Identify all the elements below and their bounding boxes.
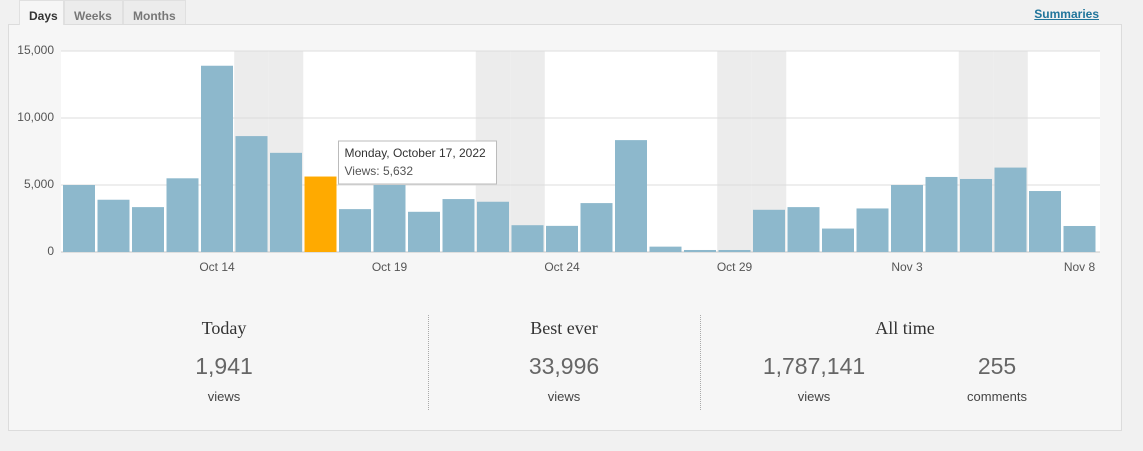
divider — [700, 315, 701, 410]
stat-title: All time — [875, 318, 935, 338]
tooltip-label: Views: 5,632 — [345, 164, 414, 178]
stat-title: Best ever — [530, 318, 598, 338]
bar[interactable] — [822, 228, 854, 252]
stat-title: Today — [201, 318, 247, 338]
bar[interactable] — [684, 249, 716, 252]
bar[interactable] — [753, 209, 785, 252]
bar[interactable] — [373, 185, 406, 252]
weekend-band — [717, 51, 752, 252]
bar[interactable] — [615, 140, 647, 252]
bar[interactable] — [339, 209, 371, 252]
divider — [428, 315, 429, 410]
bar[interactable] — [718, 249, 751, 252]
tooltip: Monday, October 17, 2022 Views: 5,632 — [338, 140, 497, 185]
bar[interactable] — [477, 201, 509, 252]
stat-value: 1,787,141 — [762, 353, 866, 379]
bar[interactable] — [442, 199, 475, 252]
stat-label: views — [797, 389, 831, 404]
x-tick-label: Nov 8 — [1064, 260, 1096, 274]
bar[interactable] — [649, 246, 682, 252]
y-tick-label: 10,000 — [17, 110, 54, 124]
bar[interactable] — [1063, 225, 1096, 252]
weekend-band — [510, 51, 545, 252]
x-tick-label: Oct 24 — [544, 260, 580, 274]
bar[interactable] — [546, 225, 578, 252]
bar[interactable] — [511, 225, 544, 252]
y-tick-label: 5,000 — [24, 177, 54, 191]
bar[interactable] — [235, 136, 268, 252]
bar[interactable] — [63, 185, 95, 252]
x-tick-label: Oct 19 — [372, 260, 408, 274]
x-tick-label: Oct 29 — [717, 260, 753, 274]
bar[interactable] — [97, 199, 130, 252]
bar[interactable] — [408, 211, 440, 252]
summaries-link[interactable]: Summaries — [1034, 7, 1099, 21]
chart: 0 5,000 10,000 15,000 Oct 14 Oct 19 Oct 24 Oct … — [17, 43, 1100, 274]
bar[interactable] — [580, 203, 613, 252]
bar[interactable] — [994, 167, 1027, 252]
tooltip-box — [338, 140, 497, 185]
tab[interactable]: Weeks — [64, 0, 123, 24]
tab[interactable]: Months — [123, 0, 186, 24]
bar[interactable] — [132, 207, 164, 252]
y-tick-label: 15,000 — [17, 43, 54, 57]
bar[interactable] — [166, 178, 199, 252]
y-tick-label: 0 — [47, 244, 54, 258]
bar[interactable] — [270, 152, 302, 252]
stat-label: views — [547, 389, 581, 404]
bar[interactable] — [787, 207, 820, 252]
tab[interactable]: Days — [19, 0, 64, 25]
stat-value: 255 — [977, 353, 1017, 379]
stat-label: views — [207, 389, 241, 404]
bar[interactable] — [856, 208, 889, 252]
stat-value: 33,996 — [528, 353, 600, 379]
tooltip-title: Monday, October 17, 2022 — [345, 146, 487, 160]
bar[interactable] — [891, 185, 923, 252]
x-tick-label: Nov 3 — [891, 260, 923, 274]
bar[interactable] — [1029, 191, 1061, 252]
bar[interactable] — [925, 176, 958, 252]
x-tick-label: Oct 14 — [199, 260, 235, 274]
bar[interactable] — [960, 178, 992, 252]
bar[interactable] — [201, 65, 233, 253]
stat-value: 1,941 — [195, 353, 253, 379]
bar[interactable] — [304, 176, 337, 252]
stat-label: comments — [967, 389, 1027, 404]
